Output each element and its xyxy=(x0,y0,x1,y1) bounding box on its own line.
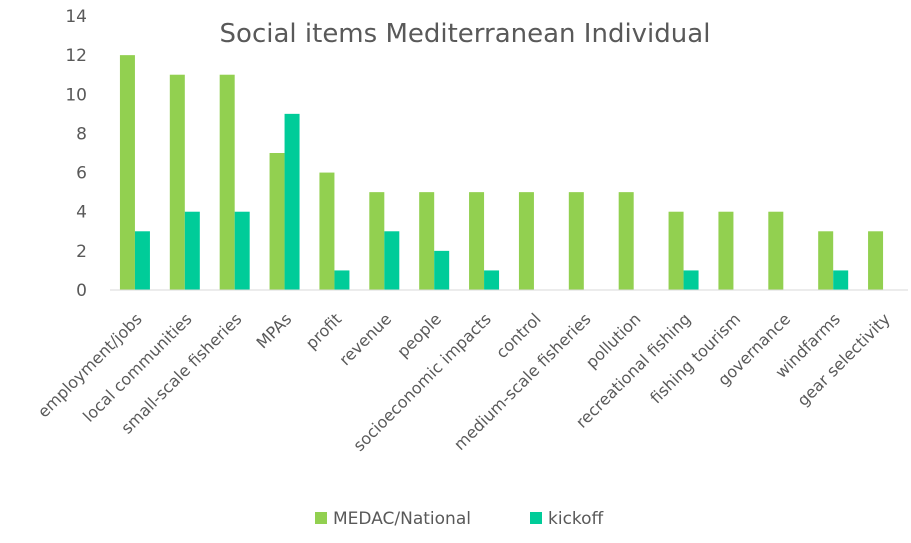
legend-label: kickoff xyxy=(548,509,605,529)
bar-kickoff xyxy=(234,211,250,290)
bar-medac-national xyxy=(219,74,235,290)
bar-medac-national xyxy=(119,55,135,291)
x-tick-label: MPAs xyxy=(252,309,295,352)
bar-medac-national xyxy=(868,231,884,290)
bar-medac-national xyxy=(768,211,784,290)
legend-swatch xyxy=(530,512,542,524)
bar-kickoff xyxy=(184,211,200,290)
bar-medac-national xyxy=(618,192,634,290)
x-tick-label: fishing tourism xyxy=(646,309,744,407)
bar-medac-national xyxy=(169,74,185,290)
bar-kickoff xyxy=(434,250,450,290)
bar-medac-national xyxy=(319,172,335,290)
bar-kickoff xyxy=(484,270,500,290)
x-tick-label: revenue xyxy=(335,309,395,369)
bar-medac-national xyxy=(668,211,684,290)
bar-medac-national xyxy=(718,211,734,290)
bar-medac-national xyxy=(568,192,584,290)
bar-medac-national xyxy=(518,192,534,290)
x-tick-label: gear selectivity xyxy=(793,309,893,409)
legend-swatch xyxy=(315,512,327,524)
bar-kickoff xyxy=(134,231,150,290)
bars xyxy=(119,55,884,291)
chart-title: Social items Mediterranean Individual xyxy=(220,19,711,49)
bar-kickoff xyxy=(833,270,849,290)
bar-kickoff xyxy=(384,231,400,290)
bar-medac-national xyxy=(419,192,435,290)
y-tick-label: 2 xyxy=(76,242,87,262)
bar-medac-national xyxy=(469,192,485,290)
y-tick-label: 14 xyxy=(65,7,87,27)
bar-kickoff xyxy=(683,270,699,290)
y-tick-label: 8 xyxy=(76,124,87,144)
bar-kickoff xyxy=(284,113,300,290)
x-tick-label: profit xyxy=(302,309,346,353)
bar-medac-national xyxy=(269,153,285,290)
y-axis: 0 2 4 6 8 10 12 14 xyxy=(65,7,87,301)
bar-medac-national xyxy=(369,192,385,290)
y-tick-label: 12 xyxy=(65,46,87,66)
y-tick-label: 4 xyxy=(76,203,87,223)
y-tick-label: 0 xyxy=(76,281,87,301)
legend-label: MEDAC/National xyxy=(333,509,471,529)
y-tick-label: 6 xyxy=(76,164,87,184)
y-tick-label: 10 xyxy=(65,85,87,105)
legend: MEDAC/National kickoff xyxy=(315,509,605,529)
bar-medac-national xyxy=(818,231,834,290)
bar-kickoff xyxy=(334,270,350,290)
